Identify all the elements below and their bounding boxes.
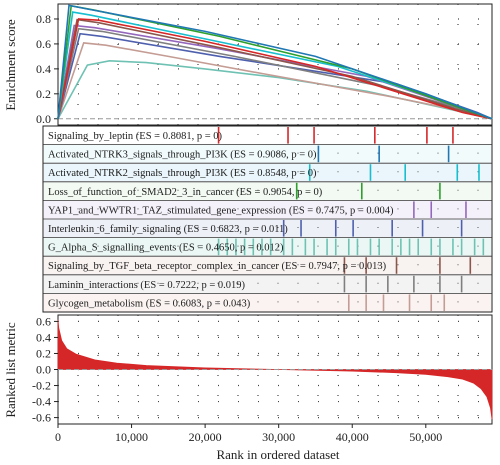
es-ytick-label: 0.2: [36, 87, 51, 101]
hit-row-background: [44, 275, 491, 293]
gene-set-label: YAP1_and_WWTR1_TAZ_stimulated_gene_expre…: [48, 205, 394, 216]
hit-row-background: [44, 163, 491, 182]
es-ytick-label: 0.0: [36, 112, 51, 126]
rank-xtick-label: 10,000: [115, 430, 148, 444]
gene-set-label: G_Alpha_S_signalling_events (ES = 0.4650…: [48, 243, 284, 254]
gene-set-label: Signaling_by_TGF_beta_receptor_complex_i…: [48, 261, 387, 272]
es-ytick-label: 0.8: [36, 12, 51, 26]
hit-row-background: [44, 293, 491, 312]
es-curve: [57, 18, 493, 120]
rank-ytick-label: -0.4: [32, 395, 51, 409]
gene-set-hit-panel: Signaling_by_leptin (ES = 0.8081, p = 0)…: [42, 125, 493, 313]
enrichment-score-ylabel: Enrichment score: [3, 19, 18, 111]
enrichment-score-panel: 0.0 0.2 0.4 0.6 0.8: [36, 3, 493, 126]
gene-set-label: Signaling_by_leptin (ES = 0.8081, p = 0): [48, 131, 223, 142]
hit-row-background: [44, 126, 491, 145]
ranked-metric-ylabel: Ranked list metric: [3, 322, 18, 418]
rank-xtick-label: 0: [55, 430, 61, 444]
rank-ytick-label: -0.6: [32, 411, 51, 425]
rank-xlabel: Rank in ordered dataset: [216, 447, 339, 462]
gene-set-label: Interleukin_6_family_signaling (ES = 0.6…: [48, 224, 288, 235]
rank-ytick-label: -0.2: [32, 379, 51, 393]
gene-set-label: Glycogen_metabolism (ES = 0.6083, p = 0.…: [48, 298, 251, 309]
es-ytick-label: 0.4: [36, 62, 51, 76]
rank-xtick-label: 30,000: [262, 430, 295, 444]
gene-set-label: Loss_of_function_of_SMAD2_3_in_cancer (E…: [48, 187, 323, 198]
hit-row-background: [44, 219, 491, 238]
gene-set-label: Activated_NTRK3_signals_through_PI3K (ES…: [48, 150, 317, 161]
rank-xtick-label: 20,000: [189, 430, 222, 444]
hit-row-background: [44, 200, 491, 219]
es-ytick-label: 0.6: [36, 37, 51, 51]
gene-set-label: Activated_NTRK2_signals_through_PI3K (ES…: [48, 168, 317, 179]
rank-ytick-label: 0.4: [36, 330, 51, 344]
ranked-metric-panel: 0.6 0.4 0.2 0.0 -0.2 -0.4 -0.6 0 10,000 20,000 30,…: [32, 314, 493, 444]
rank-ytick-label: 0.2: [36, 346, 51, 360]
es-curve: [57, 4, 493, 120]
gene-set-label: Laminin_interactions (ES = 0.7222, p = 0…: [48, 280, 246, 291]
hit-row-background: [44, 256, 491, 275]
rank-xtick-label: 40,000: [336, 430, 369, 444]
rank-ytick-label: 0.6: [36, 314, 51, 328]
rank-ytick-label: 0.0: [36, 363, 51, 377]
rank-xtick-label: 50,000: [409, 430, 442, 444]
hit-row-background: [44, 182, 491, 200]
es-curve: [57, 18, 493, 120]
